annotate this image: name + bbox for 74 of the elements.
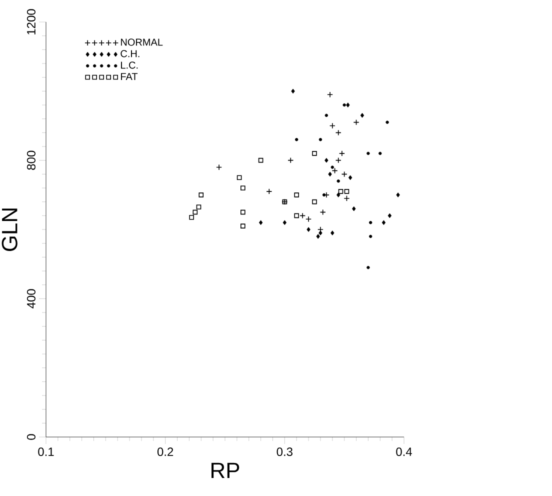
- y-tick-label: 1200: [26, 9, 36, 34]
- point: [324, 158, 328, 163]
- point: [291, 88, 295, 94]
- point: [322, 193, 326, 197]
- point: [336, 192, 340, 198]
- x-tick-label: 0.1: [38, 448, 54, 456]
- point: [240, 186, 246, 190]
- point: [318, 230, 322, 236]
- point: [294, 213, 299, 218]
- point: [335, 157, 342, 164]
- point: [198, 192, 204, 198]
- point: [196, 204, 202, 210]
- point: [258, 158, 264, 163]
- x-axis-title: RP: [212, 462, 240, 478]
- point: [330, 230, 334, 236]
- point: [344, 195, 350, 202]
- point: [282, 220, 287, 225]
- y-tick-label: 400: [26, 289, 36, 308]
- y-axis-title: GLN: [2, 208, 18, 252]
- point: [306, 227, 310, 232]
- point: [300, 212, 306, 219]
- point: [324, 114, 328, 117]
- point: [341, 171, 348, 178]
- point: [236, 175, 242, 180]
- point: [288, 157, 294, 164]
- legend-label: NORMAL: [121, 38, 163, 46]
- point: [240, 224, 246, 228]
- point: [353, 119, 360, 126]
- point: [329, 122, 336, 129]
- point: [318, 138, 322, 142]
- point: [360, 112, 364, 118]
- point: [295, 138, 298, 142]
- point: [366, 266, 370, 270]
- point: [335, 130, 342, 136]
- legend-label: FAT: [121, 73, 138, 80]
- point: [396, 192, 400, 198]
- point: [378, 152, 382, 156]
- point: [306, 216, 312, 222]
- point: [338, 189, 344, 194]
- point: [312, 199, 317, 204]
- point: [258, 220, 263, 225]
- point: [346, 102, 350, 108]
- point: [336, 179, 340, 183]
- point: [328, 172, 332, 177]
- point: [316, 234, 320, 239]
- y-tick-label: 800: [26, 150, 36, 170]
- legend-label: L.C.: [121, 62, 138, 69]
- x-tick-label: 0.3: [276, 448, 292, 456]
- point: [338, 150, 345, 156]
- point: [294, 192, 299, 198]
- point: [192, 210, 198, 215]
- point: [348, 175, 352, 180]
- point: [386, 120, 389, 124]
- legend-label: C.H.: [120, 50, 140, 58]
- point: [368, 220, 372, 224]
- point: [330, 166, 334, 169]
- point: [332, 168, 338, 174]
- point: [366, 152, 370, 156]
- point: [382, 220, 386, 225]
- point: [342, 103, 346, 107]
- point: [368, 234, 372, 238]
- point: [312, 151, 317, 156]
- x-tick-label: 0.4: [396, 448, 412, 456]
- point: [189, 214, 194, 220]
- x-tick-label: 0.2: [157, 448, 174, 456]
- point: [216, 164, 222, 170]
- point: [320, 209, 326, 216]
- point: [388, 213, 392, 218]
- point: [344, 189, 350, 194]
- point: [266, 188, 272, 194]
- point: [352, 206, 356, 212]
- y-tick-label: 0: [26, 434, 36, 440]
- point: [240, 210, 246, 215]
- point: [327, 92, 334, 98]
